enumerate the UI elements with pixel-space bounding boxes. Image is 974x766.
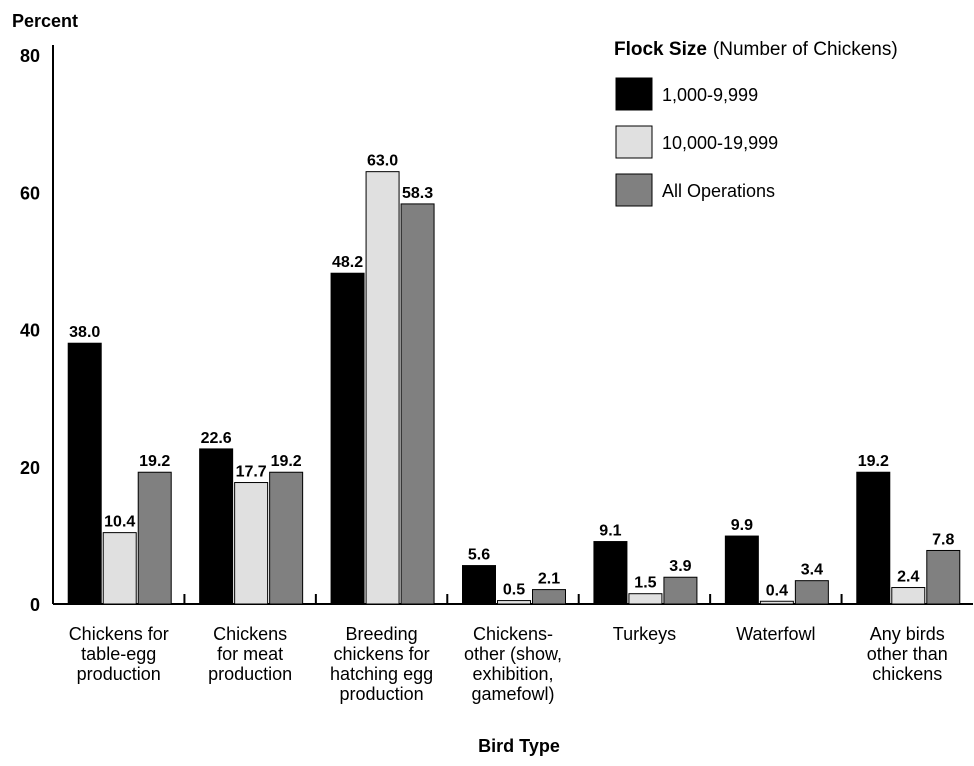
x-category-label-line: exhibition, <box>472 664 553 684</box>
legend-swatch <box>615 173 653 207</box>
x-category-label-line: production <box>77 664 161 684</box>
x-axis-label: Bird Type <box>478 736 560 756</box>
x-category-label-line: chickens <box>872 664 942 684</box>
x-category-label-line: hatching egg <box>330 664 433 684</box>
x-category-label-line: for meat <box>217 644 283 664</box>
y-tick-label: 0 <box>30 595 40 615</box>
x-category-label: Any birds other than chickens <box>867 624 948 684</box>
x-category-label-line: chickens for <box>334 644 430 664</box>
data-label: 3.9 <box>669 558 691 575</box>
x-category-label-line: Any birds <box>870 624 945 644</box>
x-category-label: Breeding chickens for hatching egg producti… <box>330 624 433 704</box>
data-label: 17.7 <box>236 464 267 481</box>
legend-label: 10,000-19,999 <box>662 133 778 153</box>
bar <box>926 549 961 605</box>
bar <box>67 342 102 605</box>
data-label: 63.0 <box>367 153 398 170</box>
x-category-label-line: other than <box>867 644 948 664</box>
bar <box>663 576 698 605</box>
legend-label: 1,000-9,999 <box>662 85 758 105</box>
data-label: 2.4 <box>897 569 919 586</box>
legend-title-bold: Flock Size <box>614 39 707 60</box>
bar <box>199 448 234 605</box>
bar <box>628 593 663 605</box>
x-category-label: Chickens-other (show, exhibition, gamefowl… <box>464 624 562 704</box>
bar <box>269 471 304 605</box>
legend-title: Flock Size (Number of Chickens) <box>614 39 898 60</box>
bar <box>102 532 137 605</box>
y-tick-label: 40 <box>20 321 40 341</box>
data-label: 3.4 <box>801 562 823 579</box>
bar <box>593 541 628 605</box>
bar <box>497 600 531 605</box>
data-label: 2.1 <box>538 571 560 588</box>
data-label: 5.6 <box>468 547 490 564</box>
bar <box>724 535 759 605</box>
data-label: 9.9 <box>731 517 753 534</box>
data-label: 22.6 <box>201 430 232 447</box>
bar <box>891 587 926 605</box>
x-category-label: Chickens for table-egg production <box>69 624 169 684</box>
legend-title-rest: (Number of Chickens) <box>713 39 898 60</box>
data-label: 19.2 <box>858 453 889 470</box>
x-category-label-line: production <box>340 684 424 704</box>
bar <box>365 171 400 605</box>
y-tick-label: 20 <box>20 458 40 478</box>
data-label: 0.4 <box>766 582 788 599</box>
x-category-label-line: production <box>208 664 292 684</box>
data-label: 0.5 <box>503 582 525 599</box>
data-label: 38.0 <box>69 324 100 341</box>
x-category-label-line: other (show, <box>464 644 562 664</box>
data-label: 7.8 <box>932 531 954 548</box>
data-label: 19.2 <box>139 453 170 470</box>
bar <box>856 471 891 605</box>
x-category-label-line: Chickens <box>213 624 287 644</box>
data-label: 48.2 <box>332 254 363 271</box>
x-category-label: Chickens for meat production <box>208 624 292 684</box>
bar <box>400 203 435 605</box>
bar <box>330 272 365 605</box>
bar <box>532 589 566 605</box>
x-category-label-line: Turkeys <box>613 624 676 644</box>
x-category-label: Waterfowl <box>736 624 815 644</box>
data-label: 1.5 <box>634 575 656 592</box>
bar <box>137 471 172 605</box>
data-label: 58.3 <box>402 185 433 202</box>
x-category-label-line: table-egg <box>81 644 156 664</box>
x-category-label-line: Waterfowl <box>736 624 815 644</box>
x-category-label-line: gamefowl) <box>471 684 554 704</box>
legend-swatch <box>615 125 653 159</box>
legend-label: All Operations <box>662 181 775 201</box>
x-category-label-line: Chickens- <box>473 624 553 644</box>
bar <box>234 482 269 605</box>
y-axis-label: Percent <box>12 11 78 31</box>
legend-swatch <box>615 77 653 111</box>
y-tick-label: 80 <box>20 46 40 66</box>
bar <box>462 565 496 605</box>
x-category-label-line: Breeding <box>346 624 418 644</box>
y-tick-label: 60 <box>20 183 40 203</box>
bar <box>794 580 829 605</box>
x-category-label: Turkeys <box>613 624 676 644</box>
data-label: 10.4 <box>104 514 135 531</box>
data-label: 19.2 <box>271 453 302 470</box>
data-label: 9.1 <box>599 523 621 540</box>
bar <box>759 600 794 605</box>
x-category-label-line: Chickens for <box>69 624 169 644</box>
